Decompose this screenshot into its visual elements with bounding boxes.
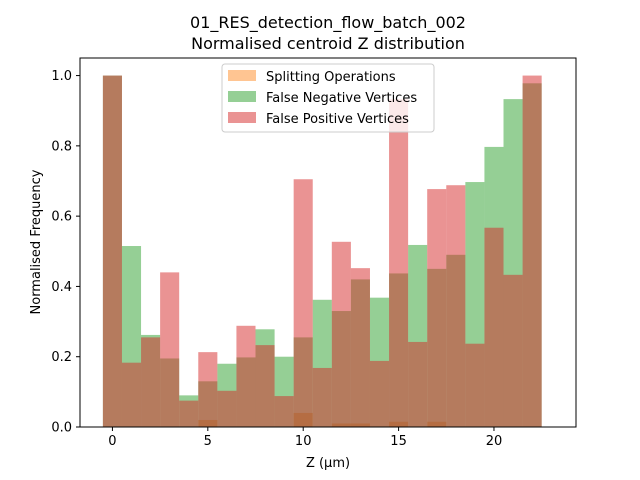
bar-false-positive-15 — [389, 99, 409, 428]
x-axis-label: Z (μm) — [306, 456, 350, 471]
bar-false-positive-22 — [522, 75, 542, 428]
bar-false-positive-20 — [484, 227, 504, 427]
y-tick-label-0: 0.0 — [51, 421, 72, 436]
plot-frame — [79, 57, 577, 428]
bar-false-positive-10 — [293, 179, 313, 427]
bar-false-positive-16 — [408, 341, 428, 427]
bar-false-positive-7 — [236, 325, 256, 427]
bar-false-positive-1 — [121, 362, 142, 427]
bar-false-positive-2 — [141, 337, 161, 427]
y-tick-label-3: 0.6 — [51, 210, 72, 225]
x-tick-label-15: 15 — [390, 434, 407, 449]
legend: Splitting Operations False Negative Vert… — [221, 63, 435, 133]
bars-layer — [102, 75, 542, 428]
x-axis-ticks: 0 5 10 15 20 — [108, 427, 502, 449]
bar-false-positive-6 — [217, 390, 237, 427]
legend-label-splitting: Splitting Operations — [266, 70, 396, 85]
bar-false-positive-19 — [465, 343, 485, 427]
bar-false-positive-5 — [198, 352, 218, 427]
bar-false-positive-12 — [331, 241, 351, 427]
bar-false-positive-13 — [350, 268, 370, 427]
y-tick-label-5: 1.0 — [51, 69, 72, 84]
bar-false-positive-9 — [274, 396, 294, 427]
x-tick-label-0: 0 — [108, 434, 116, 449]
bar-false-positive-11 — [312, 367, 332, 427]
legend-swatch-false-negative — [228, 91, 256, 102]
bar-false-positive-3 — [160, 272, 180, 427]
legend-label-false-positive: False Positive Vertices — [266, 112, 409, 127]
bar-false-positive-0 — [102, 75, 122, 428]
legend-swatch-false-positive — [228, 112, 256, 123]
bar-false-positive-18 — [446, 185, 466, 427]
legend-box — [221, 63, 435, 133]
bar-false-positive-4 — [179, 400, 199, 427]
y-tick-label-2: 0.4 — [51, 280, 72, 295]
bar-false-positive-8 — [255, 345, 275, 427]
x-tick-label-10: 10 — [295, 434, 312, 449]
bar-false-positive-17 — [427, 189, 447, 427]
chart-title: 01_RES_detection_flow_batch_002 — [190, 13, 466, 33]
bar-false-positive-21 — [503, 274, 523, 427]
bar-false-positive-14 — [369, 360, 390, 427]
legend-swatch-splitting — [228, 70, 256, 81]
chart-subtitle: Normalised centroid Z distribution — [191, 34, 465, 53]
y-tick-label-4: 0.8 — [51, 139, 72, 154]
y-axis-label: Normalised Frequency — [29, 169, 44, 314]
y-axis-ticks: 0.0 0.2 0.4 0.6 0.8 1.0 — [51, 69, 80, 436]
x-tick-label-20: 20 — [486, 434, 503, 449]
legend-label-false-negative: False Negative Vertices — [266, 91, 417, 106]
y-tick-label-1: 0.2 — [51, 350, 72, 365]
x-tick-label-5: 5 — [204, 434, 212, 449]
